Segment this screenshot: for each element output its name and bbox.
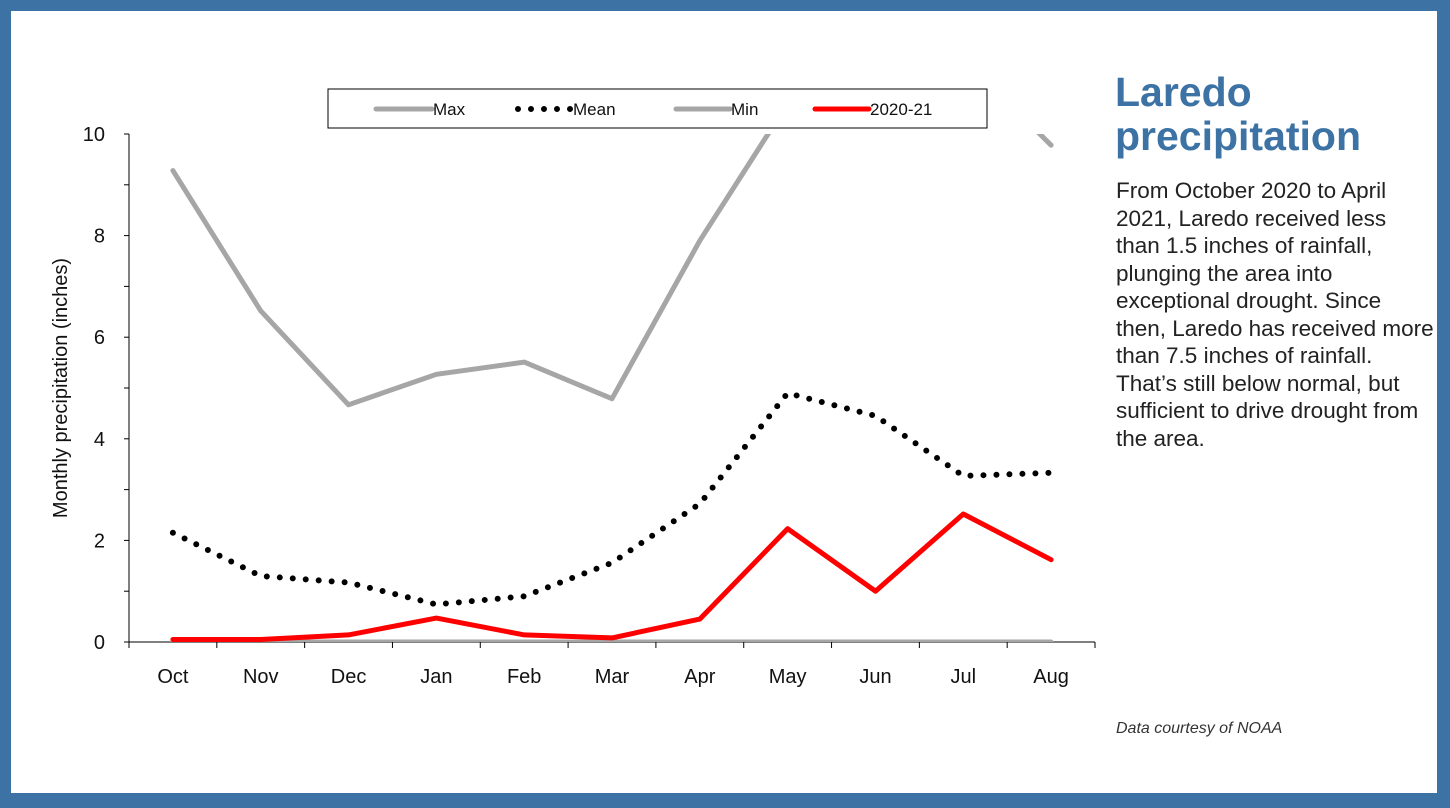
sidebar-title: Laredo precipitation [1115,69,1362,159]
x-tick-label: Oct [157,666,189,688]
x-tick-label: Feb [507,666,541,688]
x-tick-label: Nov [243,666,279,688]
legend-label: 2020-21 [870,100,932,119]
y-tick-label: 6 [94,327,105,349]
legend-box [327,88,988,129]
x-tick-label: Apr [684,666,715,688]
y-tick-label: 4 [94,429,105,451]
y-tick-label: 10 [83,124,105,146]
x-tick-label: Aug [1033,666,1069,688]
series-line-2020-21 [170,511,1054,642]
x-tick-label: Jan [420,666,452,688]
legend-label: Max [433,100,466,119]
series-line-max [170,134,1054,408]
y-tick-label: 2 [94,530,105,552]
data-credit: Data courtesy of NOAA [1116,720,1283,737]
chart-legend: Max Mean Min 2020-21 [327,88,988,129]
y-tick-label: 8 [94,226,105,248]
x-tick-label: May [769,666,807,688]
precipitation-chart: 0 2 4 6 8 10 Oct Nov Dec Jan Feb Mar Apr May Jun Jul Aug… [50,88,1096,688]
chart-axes: 0 2 4 6 8 10 Oct Nov Dec Jan Feb Mar Apr May Jun Jul Aug [83,124,1096,688]
x-tick-label: Dec [331,666,367,688]
series-layer [169,134,1055,642]
frame-panel [11,11,1437,793]
y-axis-title: Monthly precipitation (inches) [50,258,72,518]
series-line-mean [169,389,1055,608]
legend-label: Min [731,100,758,119]
x-tick-label: Mar [595,666,630,688]
sidebar-body: From October 2020 to April 2021, Laredo … [1116,178,1434,451]
y-tick-label: 0 [94,632,105,654]
legend-label: Mean [573,100,616,119]
x-tick-label: Jul [950,666,976,688]
x-tick-label: Jun [859,666,891,688]
